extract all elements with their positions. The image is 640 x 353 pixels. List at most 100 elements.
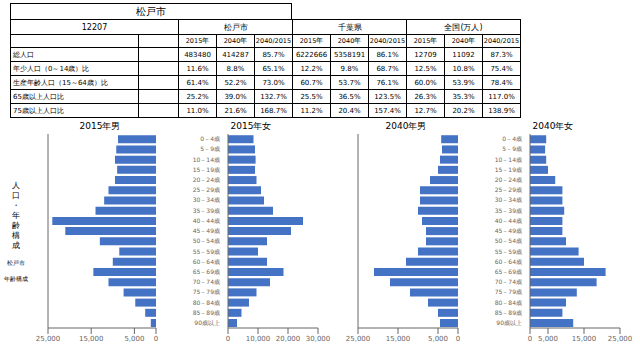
html-text:12.5%: 12.5%	[414, 64, 437, 73]
svg-text:25－29歳: 25－29歳	[193, 186, 220, 193]
svg-text:75－79歳: 75－79歳	[193, 288, 220, 295]
html-text:年少人口（0～14歳）比: 年少人口（0～14歳）比	[13, 64, 90, 73]
svg-text:90歳以上: 90歳以上	[194, 319, 220, 326]
svg-text:25,000: 25,000	[36, 335, 61, 343]
html-text:6222666: 6222666	[295, 50, 328, 59]
svg-text:15,000: 15,000	[79, 335, 104, 343]
html-text:千葉県: 千葉県	[337, 22, 362, 32]
svg-text:55－59歳: 55－59歳	[495, 248, 522, 255]
svg-text:85－89歳: 85－89歳	[495, 309, 522, 316]
svg-text:0－4歳: 0－4歳	[200, 135, 220, 142]
svg-text:85－89歳: 85－89歳	[193, 309, 220, 316]
svg-text:15－19歳: 15－19歳	[193, 166, 220, 173]
html-text:生産年齢人口（15～64歳）比: 生産年齢人口（15～64歳）比	[13, 78, 108, 87]
html-text:85.7%: 85.7%	[262, 50, 285, 59]
svg-text:10,000: 10,000	[246, 335, 271, 343]
html-text:61.4%: 61.4%	[186, 78, 209, 87]
html-text:9.8%: 9.8%	[340, 64, 359, 73]
svg-text:25－29歳: 25－29歳	[495, 186, 522, 193]
svg-text:35－39歳: 35－39歳	[193, 207, 220, 214]
html-text:2015年男: 2015年男	[79, 121, 121, 131]
html-text:53.7%: 53.7%	[338, 78, 361, 87]
html-text:60.0%: 60.0%	[414, 78, 437, 87]
svg-text:10－14歳: 10－14歳	[193, 156, 220, 163]
html-text:65.1%: 65.1%	[262, 64, 285, 73]
html-text:2040年男: 2040年男	[385, 121, 427, 131]
html-text:12.2%: 12.2%	[300, 64, 323, 73]
html-text:73.0%: 73.0%	[262, 78, 285, 87]
svg-text:35－39歳: 35－39歳	[495, 207, 522, 214]
svg-text:0: 0	[226, 335, 230, 343]
svg-text:0－4歳: 0－4歳	[502, 135, 522, 142]
html-text:5358191: 5358191	[333, 50, 366, 59]
svg-text:40－44歳: 40－44歳	[495, 217, 522, 224]
html-text:11.6%: 11.6%	[186, 64, 209, 73]
svg-text:40－44歳: 40－44歳	[193, 217, 220, 224]
html-text:2040年女: 2040年女	[532, 121, 574, 131]
svg-text:45－49歳: 45－49歳	[495, 227, 522, 234]
html-text:65歳以上人口比: 65歳以上人口比	[13, 92, 64, 101]
svg-text:20,000: 20,000	[276, 335, 301, 343]
html-text:12207: 12207	[81, 22, 108, 32]
svg-text:50－54歳: 50－54歳	[193, 237, 220, 244]
svg-text:15－19歳: 15－19歳	[495, 166, 522, 173]
html-text:414287: 414287	[222, 50, 249, 59]
svg-text:0: 0	[456, 335, 460, 343]
svg-text:60－64歳: 60－64歳	[193, 258, 220, 265]
svg-text:25,000: 25,000	[608, 335, 632, 343]
svg-text:70－74歳: 70－74歳	[193, 278, 220, 285]
svg-text:5,000: 5,000	[124, 335, 144, 343]
html-text:総人口: 総人口	[13, 50, 34, 59]
html-text:8.8%: 8.8%	[226, 64, 245, 73]
svg-text:5－9歳: 5－9歳	[200, 145, 220, 152]
svg-text:65－69歳: 65－69歳	[193, 268, 220, 275]
svg-text:30－34歳: 30－34歳	[495, 196, 522, 203]
svg-text:70－74歳: 70－74歳	[495, 278, 522, 285]
svg-text:65－69歳: 65－69歳	[495, 268, 522, 275]
html-text:松戸市: 松戸市	[136, 6, 166, 17]
html-text:2040年: 2040年	[337, 36, 362, 45]
svg-text:5－9歳: 5－9歳	[502, 145, 522, 152]
svg-text:90歳以上: 90歳以上	[496, 319, 522, 326]
svg-text:30－34歳: 30－34歳	[193, 196, 220, 203]
svg-text:0: 0	[528, 335, 532, 343]
html-text:68.7%: 68.7%	[376, 64, 399, 73]
svg-text:5,000: 5,000	[538, 335, 558, 343]
html-text:60.7%: 60.7%	[300, 78, 323, 87]
svg-text:45－49歳: 45－49歳	[193, 227, 220, 234]
svg-text:5,000: 5,000	[428, 335, 448, 343]
svg-text:0: 0	[154, 335, 158, 343]
svg-text:80－84歳: 80－84歳	[193, 299, 220, 306]
html-text:2015年女: 2015年女	[230, 121, 272, 131]
svg-text:80－84歳: 80－84歳	[495, 299, 522, 306]
html-text:52.2%: 52.2%	[224, 78, 247, 87]
html-text:483480: 483480	[184, 50, 211, 59]
html-text:2015年: 2015年	[413, 36, 438, 45]
svg-text:10－14歳: 10－14歳	[495, 156, 522, 163]
html-text:78.4%: 78.4%	[490, 78, 513, 87]
html-text:76.1%: 76.1%	[376, 78, 399, 87]
html-text:2040年: 2040年	[451, 36, 476, 45]
html-text:75.4%: 75.4%	[490, 64, 513, 73]
html-text:86.1%: 86.1%	[376, 50, 399, 59]
html-text:2015年: 2015年	[299, 36, 324, 45]
html-text:10.8%: 10.8%	[452, 64, 475, 73]
svg-text:15,000: 15,000	[572, 335, 597, 343]
html-text:11092: 11092	[452, 50, 475, 59]
svg-text:30,000: 30,000	[306, 335, 331, 343]
html-text:全国(万人): 全国(万人)	[444, 22, 483, 32]
svg-text:60－64歳: 60－64歳	[495, 258, 522, 265]
html-text:2015年: 2015年	[185, 36, 210, 45]
svg-text:25,000: 25,000	[346, 335, 371, 343]
svg-text:50－54歳: 50－54歳	[495, 237, 522, 244]
svg-text:75－79歳: 75－79歳	[495, 288, 522, 295]
svg-text:15,000: 15,000	[386, 335, 411, 343]
html-text:2040年: 2040年	[223, 36, 248, 45]
html-text:松戸市: 松戸市	[223, 22, 248, 32]
svg-text:20－24歳: 20－24歳	[193, 176, 220, 183]
html-text:87.3%: 87.3%	[490, 50, 513, 59]
html-text:12709: 12709	[414, 50, 437, 59]
svg-text:20－24歳: 20－24歳	[495, 176, 522, 183]
svg-text:55－59歳: 55－59歳	[193, 248, 220, 255]
html-text:53.9%: 53.9%	[452, 78, 475, 87]
